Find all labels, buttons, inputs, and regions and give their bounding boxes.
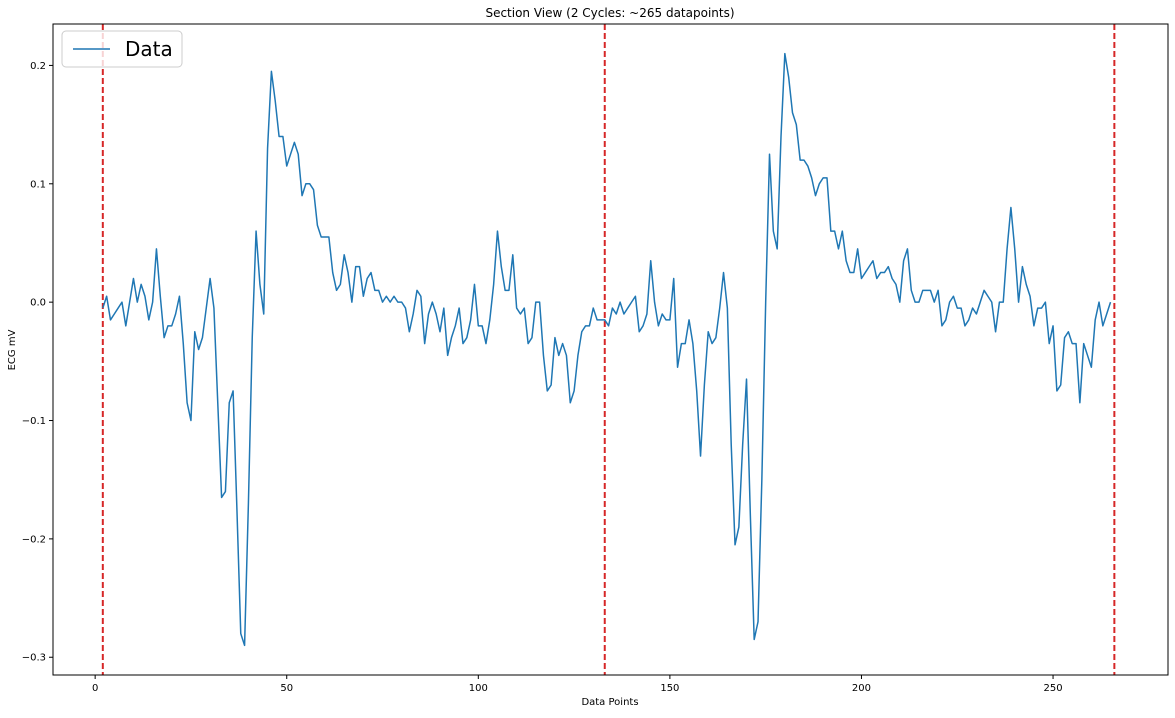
- x-tick-label: 150: [660, 683, 679, 694]
- y-axis-label: ECG mV: [7, 329, 18, 370]
- legend: Data: [61, 30, 183, 68]
- x-tick-label: 0: [92, 683, 98, 694]
- y-tick-label: −0.3: [22, 653, 46, 664]
- x-tick-label: 250: [1044, 683, 1063, 694]
- y-axis-ticks: −0.3 −0.2 −0.1 0.0 0.1 0.2: [22, 61, 53, 664]
- cycle-markers: [101, 24, 1116, 675]
- x-tick-label: 200: [852, 683, 871, 694]
- legend-box: [61, 30, 183, 68]
- y-tick-label: 0.1: [30, 179, 46, 190]
- series-layer: [102, 52, 1112, 647]
- x-axis-ticks: 0 50 100 150 200 250: [92, 675, 1063, 694]
- y-tick-label: −0.2: [22, 534, 46, 545]
- x-tick-label: 50: [280, 683, 293, 694]
- y-tick-label: −0.1: [22, 416, 46, 427]
- y-tick-label: 0.0: [30, 298, 46, 309]
- plot-frame: [52, 23, 1169, 676]
- chart-title: Section View (2 Cycles: ~265 datapoints): [485, 6, 734, 20]
- y-tick-label: 0.2: [30, 61, 46, 72]
- x-tick-label: 100: [469, 683, 488, 694]
- x-axis-label: Data Points: [581, 697, 638, 708]
- series-line-data: [102, 52, 1112, 647]
- legend-label: Data: [125, 37, 173, 61]
